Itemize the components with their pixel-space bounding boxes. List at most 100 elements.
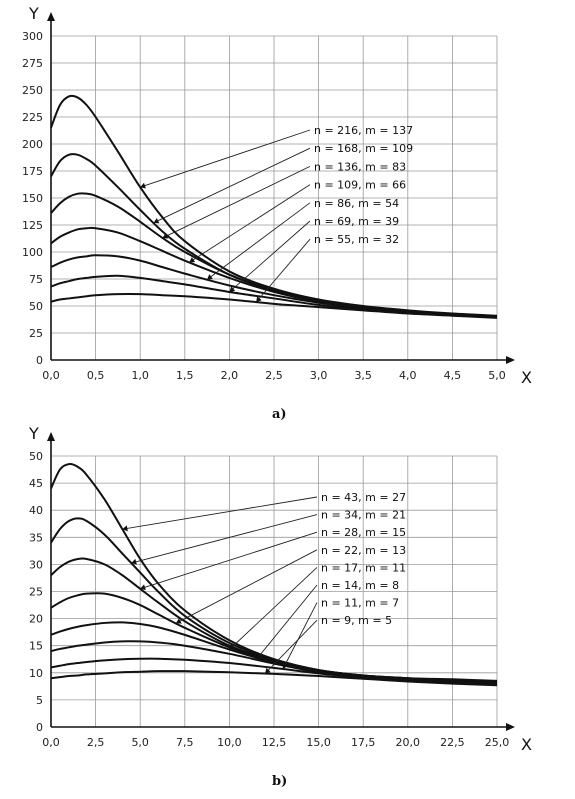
x-tick-label: 0,0 <box>42 736 60 749</box>
leader-line <box>264 619 318 674</box>
x-tick-label: 17,5 <box>351 736 376 749</box>
x-axis-label: X <box>521 368 532 387</box>
leader-arrowhead <box>140 584 146 591</box>
y-tick-label: 25 <box>29 327 43 340</box>
chart-panel-b: 0,0 2,5 5,0 7,5 10,0 12,5 15,0 17,5 20,0 22,5 25,0… <box>28 424 532 789</box>
x-axis-arrow <box>506 356 515 364</box>
y-tick-label: 200 <box>22 138 43 151</box>
y-axis-arrow <box>47 12 55 21</box>
x-tick-label: 2,5 <box>265 369 283 382</box>
leader-arrowhead <box>175 618 182 624</box>
leader-arrowhead <box>122 525 128 532</box>
leader-line <box>229 567 318 650</box>
leader-arrowhead <box>282 663 288 670</box>
y-tick-label: 50 <box>29 300 43 313</box>
y-tick-label: 150 <box>22 192 43 205</box>
x-tick-label: 4,5 <box>444 369 462 382</box>
x-tick-label: 5,0 <box>488 369 506 382</box>
leader-arrowhead <box>265 667 271 674</box>
leader-arrowhead <box>256 653 262 660</box>
x-tick-label: 3,5 <box>354 369 372 382</box>
x-tick-label: 20,0 <box>396 736 421 749</box>
series-line <box>50 226 498 318</box>
series-label: n = 69, m = 39 <box>314 215 399 228</box>
leader-arrowhead <box>162 233 169 239</box>
leader-line <box>282 602 318 670</box>
x-tick-label: 0,0 <box>42 369 60 382</box>
leader-line <box>122 496 318 530</box>
x-tick-label: 0,5 <box>87 369 105 382</box>
x-axis-label: X <box>521 735 532 754</box>
leader-arrowhead <box>140 182 146 189</box>
y-tick-label: 250 <box>22 84 43 97</box>
series-label: n = 136, m = 83 <box>314 160 406 173</box>
leader-line <box>255 584 318 660</box>
leader-line <box>140 531 318 590</box>
x-axis-arrow <box>506 723 515 731</box>
x-tick-label: 2,0 <box>221 369 239 382</box>
leader-line <box>189 184 311 263</box>
series-label: n = 22, m = 13 <box>321 544 406 557</box>
x-tick-label: 1,0 <box>131 369 149 382</box>
x-tick-label: 4,0 <box>399 369 417 382</box>
y-tick-label: 225 <box>22 111 43 124</box>
leader-line <box>162 165 311 239</box>
y-tick-label: 45 <box>29 477 43 490</box>
x-tick-label: 25,0 <box>485 736 510 749</box>
leader-line <box>140 129 311 188</box>
chart-panel-a: 0,0 0,5 1,0 1,5 2,0 2,5 3,0 3,5 4,0 4,5 5,0 0 25 50 75… <box>22 4 532 422</box>
leader-line <box>229 220 311 293</box>
leader-line <box>175 549 318 624</box>
series-label: n = 55, m = 32 <box>314 233 399 246</box>
leader-arrowhead <box>131 558 137 565</box>
x-tick-label: 2,5 <box>87 736 105 749</box>
y-tick-label: 50 <box>29 450 43 463</box>
y-tick-label: 15 <box>29 640 43 653</box>
x-tick-label: 5,0 <box>131 736 149 749</box>
leader-line <box>255 238 311 303</box>
series-label: n = 14, m = 8 <box>321 579 399 592</box>
x-tick-label: 15,0 <box>306 736 331 749</box>
y-tick-label: 125 <box>22 219 43 232</box>
leader-arrowhead <box>229 286 236 292</box>
y-tick-label: 25 <box>29 586 43 599</box>
panel-caption: a) <box>272 407 287 422</box>
series-label: n = 43, m = 27 <box>321 491 406 504</box>
panel-caption: b) <box>272 774 287 789</box>
x-tick-label: 3,0 <box>310 369 328 382</box>
y-tick-label: 0 <box>36 354 43 367</box>
leader-arrowhead <box>256 296 262 303</box>
y-tick-label: 30 <box>29 558 43 571</box>
leader-line <box>131 514 318 564</box>
y-tick-label: 35 <box>29 531 43 544</box>
y-tick-label: 5 <box>36 694 43 707</box>
series-line <box>50 670 498 687</box>
y-axis-arrow <box>47 432 55 441</box>
series-label: n = 9, m = 5 <box>321 614 392 627</box>
series-label: n = 17, m = 11 <box>321 561 406 574</box>
x-tick-label: 10,0 <box>217 736 242 749</box>
y-tick-label: 275 <box>22 57 43 70</box>
series-label: n = 28, m = 15 <box>321 526 406 539</box>
y-tick-label: 40 <box>29 504 43 517</box>
y-tick-label: 0 <box>36 721 43 734</box>
series-label: n = 86, m = 54 <box>314 197 399 210</box>
leader-arrowhead <box>229 643 236 650</box>
series-line <box>50 292 498 319</box>
leader-line <box>206 202 311 280</box>
x-tick-label: 12,5 <box>262 736 287 749</box>
series-label: n = 34, m = 21 <box>321 509 406 522</box>
x-tick-label: 7,5 <box>176 736 194 749</box>
x-tick-label: 22,5 <box>440 736 465 749</box>
y-tick-label: 10 <box>29 667 43 680</box>
y-tick-label: 175 <box>22 165 43 178</box>
y-tick-label: 100 <box>22 246 43 259</box>
leader-arrowhead <box>153 217 160 224</box>
leader-arrowhead <box>207 274 213 280</box>
leader-line <box>153 147 311 224</box>
leader-arrowhead <box>189 257 196 263</box>
series-label: n = 168, m = 109 <box>314 142 413 155</box>
y-axis-label: Y <box>28 4 39 23</box>
x-tick-label: 1,5 <box>176 369 194 382</box>
